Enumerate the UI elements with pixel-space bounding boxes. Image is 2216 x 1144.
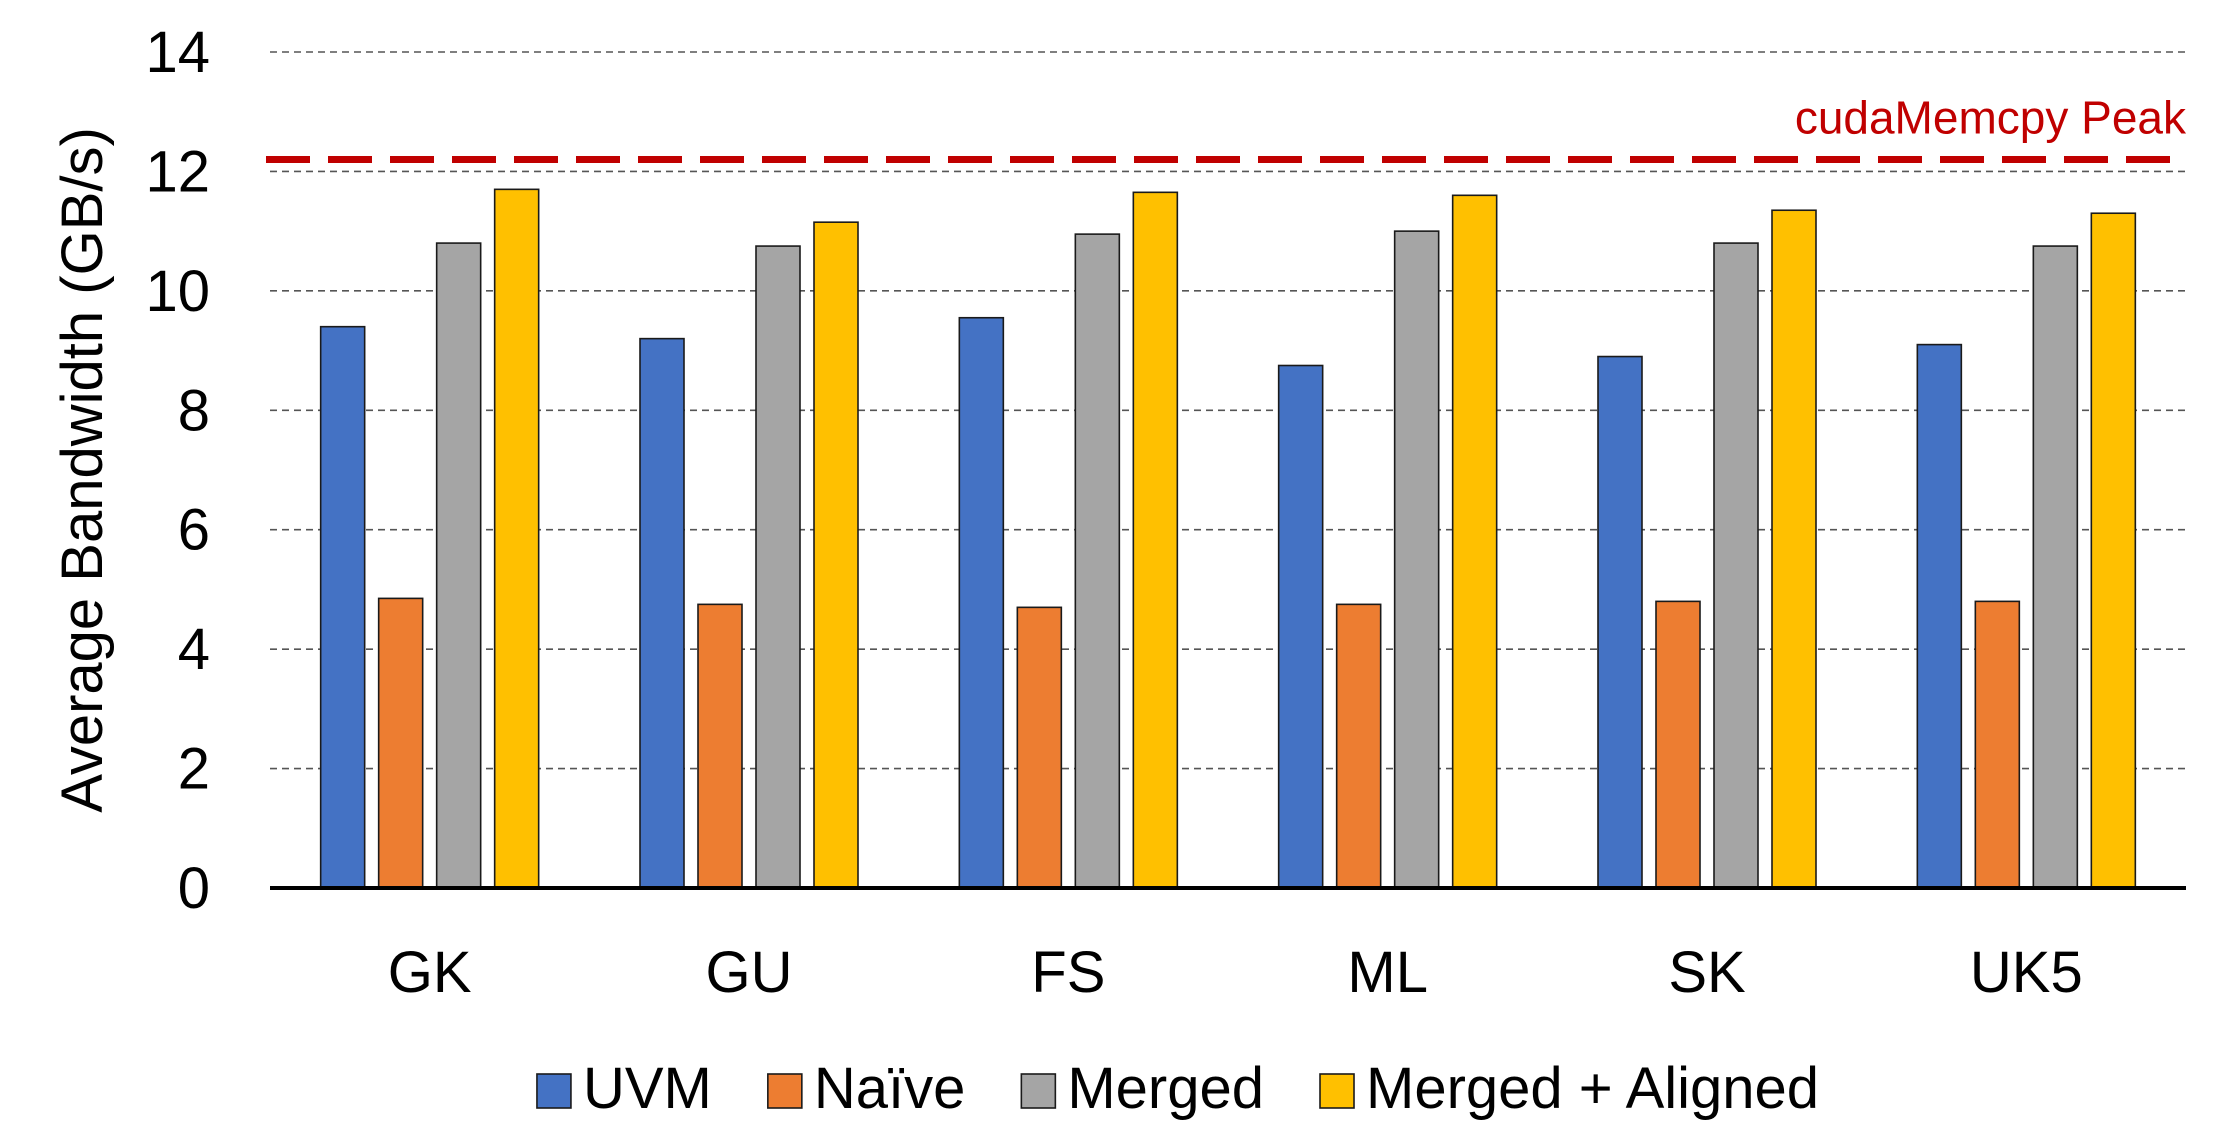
- bar-sk-merged: [1713, 242, 1759, 889]
- reference-line-group: cudaMemcpy Peak: [266, 91, 2187, 163]
- x-tick-labels: GK GU FS ML SK UK5: [388, 940, 2083, 1005]
- legend-label: Merged + Aligned: [1366, 1056, 1819, 1121]
- y-axis-title: Average Bandwidth (GB/s): [50, 127, 115, 813]
- bar-uk5-uvm: [1916, 343, 1963, 889]
- bar-gu-merged: [755, 245, 801, 889]
- bar-sk-uvm: [1597, 355, 1643, 889]
- x-tick-label-gu: GU: [706, 940, 793, 1005]
- legend-swatch: [1319, 1073, 1355, 1109]
- legend: UVM Naïve Merged Merged + Aligned: [536, 1056, 1819, 1121]
- y-tick-label-4: 4: [178, 617, 210, 682]
- bar-uk5-merged-aligned: [2090, 212, 2137, 889]
- legend-swatch: [536, 1073, 572, 1109]
- y-tick-label-0: 0: [178, 856, 210, 921]
- legend-label: Naïve: [814, 1056, 966, 1121]
- y-tick-label-10: 10: [145, 259, 210, 324]
- legend-label: Merged: [1067, 1056, 1264, 1121]
- bar-ml-na-ve: [1335, 603, 1382, 889]
- y-tick-label-8: 8: [178, 378, 210, 443]
- y-tick-labels: 0 2 4 6 8 10 12 14: [145, 20, 210, 921]
- bar-fs-na-ve: [1016, 606, 1063, 889]
- cudamemcpy-peak-label: cudaMemcpy Peak: [1795, 91, 2187, 143]
- bar-sk-merged-aligned: [1771, 209, 1817, 889]
- bar-uk5-na-ve: [1974, 600, 2021, 889]
- bar-gk-merged-aligned: [493, 188, 540, 889]
- bar-fs-uvm: [958, 316, 1005, 889]
- legend-item-merged-aligned: Merged + Aligned: [1319, 1056, 1819, 1121]
- bar-gk-na-ve: [377, 597, 424, 889]
- bar-ml-merged-aligned: [1451, 194, 1498, 889]
- x-tick-label-gk: GK: [388, 940, 472, 1005]
- x-tick-label-fs: FS: [1031, 940, 1105, 1005]
- legend-label: UVM: [583, 1056, 712, 1121]
- bar-gu-uvm: [639, 337, 685, 889]
- legend-swatch: [1020, 1073, 1057, 1109]
- bar-ml-uvm: [1277, 364, 1324, 889]
- legend-item-uvm: UVM: [536, 1056, 712, 1121]
- x-tick-label-ml: ML: [1347, 940, 1428, 1005]
- bar-fs-merged-aligned: [1132, 191, 1179, 889]
- bar-sk-na-ve: [1655, 600, 1701, 889]
- bar-gu-na-ve: [697, 603, 743, 889]
- bar-fs-merged: [1074, 233, 1121, 889]
- y-tick-label-2: 2: [178, 737, 210, 802]
- legend-item-merged: Merged: [1020, 1056, 1264, 1121]
- x-tick-label-sk: SK: [1668, 940, 1746, 1005]
- y-tick-label-12: 12: [145, 139, 210, 204]
- bar-uk5-merged: [2032, 245, 2079, 889]
- gridlines: [270, 51, 2186, 770]
- bar-gk-merged: [435, 242, 482, 889]
- bar-gu-merged-aligned: [813, 221, 859, 889]
- legend-swatch: [767, 1073, 803, 1109]
- bar-ml-merged: [1393, 230, 1440, 889]
- x-tick-label-uk5: UK5: [1970, 940, 2083, 1005]
- bar-gk-uvm: [319, 325, 366, 889]
- y-tick-label-14: 14: [145, 20, 210, 85]
- bars: [319, 188, 2137, 889]
- y-tick-label-6: 6: [178, 498, 210, 563]
- legend-item-na-ve: Naïve: [767, 1056, 966, 1121]
